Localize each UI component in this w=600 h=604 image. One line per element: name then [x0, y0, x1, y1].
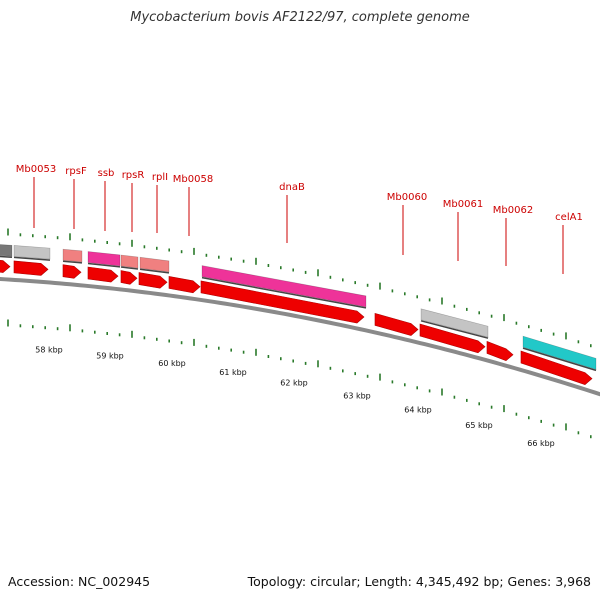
cds-arrow: [419, 323, 486, 354]
cds-arrow: [120, 270, 138, 285]
gene-label: ssb: [98, 168, 115, 179]
gene-label: celA1: [555, 212, 583, 223]
gene-feature-edge: [87, 262, 121, 268]
cds-layer: [0, 259, 593, 385]
kbp-scale-label: 60 kbp: [158, 359, 186, 368]
gene-label: Mb0062: [493, 205, 533, 216]
gene-feature-bar: [522, 335, 597, 370]
gene-feature-edge: [139, 268, 170, 274]
gene-feature-layer: [0, 244, 597, 372]
map-title: Mycobacterium bovis AF2122/97, complete …: [130, 10, 470, 25]
kbp-scale-label: 59 kbp: [96, 351, 124, 360]
gene-label: rpsF: [65, 166, 87, 177]
kbp-scale-label: 62 kbp: [280, 379, 308, 388]
cds-arrow: [13, 260, 49, 276]
backbone-layer: [0, 276, 600, 397]
gene-feature-bar: [62, 248, 83, 263]
kbp-scale-label: 58 kbp: [35, 346, 63, 355]
genome-backbone: [0, 276, 600, 397]
cds-arrow: [87, 266, 119, 283]
gene-label: rpsR: [122, 170, 145, 181]
gene-label: Mb0053: [16, 164, 56, 175]
gene-label: dnaB: [279, 182, 305, 193]
gene-feature-edge: [120, 266, 139, 270]
gene-feature-bar: [87, 251, 121, 267]
kbp-scale-label: 61 kbp: [219, 368, 247, 377]
kbp-scale-label: 64 kbp: [404, 406, 432, 415]
gene-feature-bar: [420, 308, 489, 338]
gene-label: rplI: [152, 172, 168, 183]
gene-feature-bar: [120, 254, 139, 269]
gene-feature-edge: [13, 256, 51, 261]
genome-summary-text: Topology: circular; Length: 4,345,492 bp…: [247, 574, 591, 589]
gene-feature-bar: [201, 265, 367, 308]
kbp-scale-label: 65 kbp: [465, 421, 493, 430]
accession-text: Accession: NC_002945: [8, 574, 151, 589]
gene-feature-edge: [522, 347, 597, 372]
gene-feature-bar: [139, 256, 170, 273]
cds-arrow: [200, 280, 365, 324]
gene-feature-edge: [62, 260, 83, 264]
kbp-scale-label: 66 kbp: [527, 439, 555, 448]
kbp-label-layer: 58 kbp 59 kbp 60 kbp 61 kbp 62 kbp 63 kbp 64 k…: [35, 346, 555, 448]
kbp-scale-label: 63 kbp: [343, 392, 371, 401]
gene-feature-bar: [0, 244, 13, 257]
cds-arrow: [0, 259, 11, 273]
cds-arrow: [62, 264, 82, 279]
gene-feature-bar: [13, 245, 51, 260]
cds-arrow: [374, 313, 419, 336]
gene-label: Mb0060: [387, 192, 427, 203]
gene-feature-edge: [201, 276, 367, 309]
cds-arrow: [520, 350, 593, 385]
gene-label: Mb0058: [173, 174, 213, 185]
gene-feature-edge: [0, 255, 13, 259]
cds-arrow: [486, 340, 514, 362]
cds-arrow: [138, 272, 168, 289]
cds-arrow: [168, 276, 201, 294]
gene-label: Mb0061: [443, 199, 483, 210]
gene-label-layer: Mb0053 rpsF ssb rpsR rplI Mb0058 dnaB Mb0060 Mb0…: [16, 164, 583, 274]
tick-layer: [7, 228, 592, 439]
gene-feature-edge: [420, 320, 489, 339]
